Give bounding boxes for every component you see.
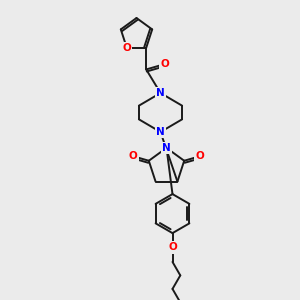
Text: O: O [122,43,131,53]
Text: O: O [168,242,177,253]
Text: N: N [156,88,165,98]
Text: N: N [156,127,165,137]
Text: O: O [160,59,169,69]
Text: O: O [129,151,138,161]
Text: O: O [195,151,204,161]
Text: N: N [162,143,171,153]
